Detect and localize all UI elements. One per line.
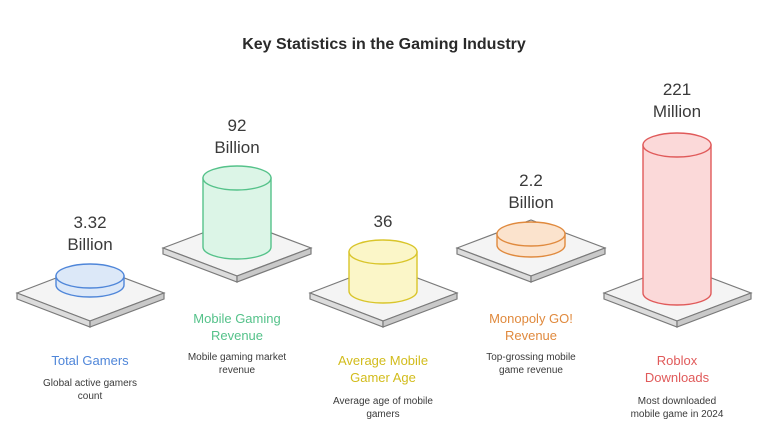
stat-desc-5: Most downloaded mobile game in 2024 bbox=[612, 395, 742, 421]
stat-value-2-line1: 92 bbox=[227, 116, 247, 135]
stat-cylinder-1 bbox=[55, 263, 125, 298]
stat-desc-3-line1: Average age of mobile bbox=[333, 396, 433, 407]
stat-desc-5-line2: mobile game in 2024 bbox=[630, 409, 724, 420]
stat-value-5-line1: 221 bbox=[662, 80, 692, 99]
stat-value-1-line1: 3.32 bbox=[73, 213, 107, 232]
stat-cylinder-3 bbox=[348, 239, 418, 304]
stat-label-5-line1: Roblox bbox=[656, 353, 698, 368]
stat-cylinder-5 bbox=[642, 132, 712, 306]
stat-value-3-line1: 36 bbox=[373, 212, 393, 231]
stat-label-1-line1: Total Gamers bbox=[51, 353, 129, 368]
stat-label-4: Monopoly GO! Revenue bbox=[466, 310, 596, 344]
stat-desc-4-line1: Top-grossing mobile bbox=[486, 352, 576, 363]
stat-desc-5-line1: Most downloaded bbox=[637, 396, 717, 407]
stat-value-5: 221 Million bbox=[617, 79, 737, 123]
stat-value-4: 2.2 Billion bbox=[471, 170, 591, 214]
stat-value-3: 36 bbox=[323, 211, 443, 233]
stat-desc-1-line1: Global active gamers bbox=[43, 378, 137, 389]
stat-desc-1-line2: count bbox=[77, 391, 103, 402]
stat-label-3-line2: Gamer Age bbox=[350, 370, 416, 385]
stat-cylinder-4 bbox=[496, 221, 566, 258]
stat-value-1-line2: Billion bbox=[67, 235, 113, 254]
stat-label-5: Roblox Downloads bbox=[612, 352, 742, 386]
stat-label-4-line1: Monopoly GO! bbox=[489, 311, 573, 326]
stat-label-2: Mobile Gaming Revenue bbox=[172, 310, 302, 344]
stat-desc-1: Global active gamers count bbox=[25, 377, 155, 403]
stat-desc-2-line1: Mobile gaming market bbox=[187, 352, 287, 363]
stat-desc-4-line2: game revenue bbox=[499, 365, 563, 376]
stat-label-3: Average Mobile Gamer Age bbox=[318, 352, 448, 386]
stat-label-5-line2: Downloads bbox=[644, 370, 710, 385]
stat-label-3-line1: Average Mobile bbox=[337, 353, 429, 368]
stat-label-2-line1: Mobile Gaming bbox=[193, 311, 281, 326]
stat-value-4-line1: 2.2 bbox=[519, 171, 543, 190]
stat-value-5-line2: Million bbox=[652, 102, 702, 121]
stat-label-4-line2: Revenue bbox=[504, 328, 558, 343]
stat-value-2-line2: Billion bbox=[214, 138, 260, 157]
diagram-title: Key Statistics in the Gaming Industry bbox=[242, 36, 526, 53]
stat-label-1: Total Gamers bbox=[25, 352, 155, 369]
stat-value-2: 92 Billion bbox=[177, 115, 297, 159]
stat-desc-2: Mobile gaming market revenue bbox=[172, 351, 302, 377]
stat-desc-3: Average age of mobile gamers bbox=[318, 395, 448, 421]
stat-cylinder-2 bbox=[202, 165, 272, 260]
stat-desc-3-line2: gamers bbox=[366, 409, 400, 420]
stat-label-2-line2: Revenue bbox=[210, 328, 264, 343]
stat-desc-4: Top-grossing mobile game revenue bbox=[466, 351, 596, 377]
stat-value-1: 3.32 Billion bbox=[30, 212, 150, 256]
stat-desc-2-line2: revenue bbox=[218, 365, 256, 376]
stat-value-4-line2: Billion bbox=[508, 193, 554, 212]
